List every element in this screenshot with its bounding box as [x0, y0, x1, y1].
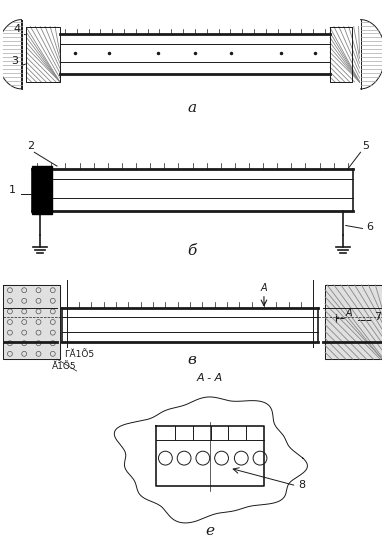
Text: Ă1Õ5: Ă1Õ5 [52, 362, 77, 371]
Text: 5: 5 [362, 141, 369, 151]
Text: 8: 8 [298, 480, 306, 490]
Text: 6: 6 [366, 222, 373, 233]
Text: 3: 3 [11, 56, 18, 66]
Text: 1: 1 [9, 185, 16, 195]
Text: 2: 2 [27, 141, 34, 151]
Polygon shape [156, 426, 264, 486]
Text: А - А: А - А [197, 373, 223, 383]
Polygon shape [32, 166, 52, 213]
Text: 4: 4 [13, 24, 20, 35]
Polygon shape [325, 285, 382, 359]
Text: А: А [346, 307, 352, 317]
Polygon shape [114, 397, 307, 523]
Text: б: б [187, 244, 197, 258]
Text: в: в [187, 353, 196, 367]
Text: а: а [187, 101, 197, 114]
Polygon shape [27, 26, 60, 82]
Text: А: А [261, 283, 267, 293]
Polygon shape [0, 20, 22, 89]
Text: ГĂ1Õ5: ГĂ1Õ5 [64, 350, 94, 359]
Polygon shape [3, 285, 60, 359]
Polygon shape [330, 26, 352, 82]
Text: 7: 7 [374, 311, 381, 322]
Text: е: е [205, 524, 214, 538]
Polygon shape [360, 20, 385, 89]
